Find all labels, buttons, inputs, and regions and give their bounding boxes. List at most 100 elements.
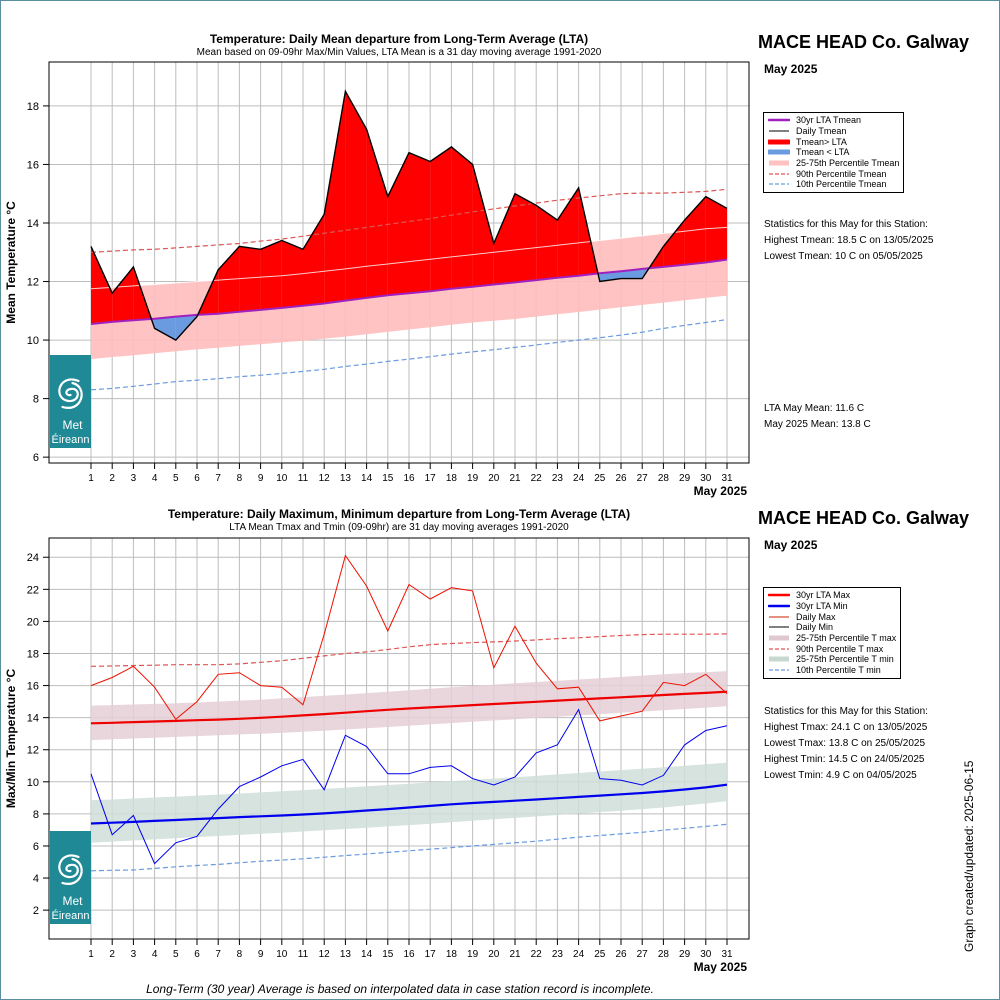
anomaly-above-lta	[684, 196, 706, 265]
x-tick-label: 30	[700, 473, 712, 484]
x-tick-label: 21	[509, 473, 521, 484]
anomaly-above-lta	[409, 152, 431, 294]
legend-item: 25-75th Percentile Tmean	[768, 158, 899, 169]
legend-label: Daily Max	[796, 611, 836, 622]
x-tick-label: 23	[552, 473, 564, 484]
anomaly-above-lta	[705, 196, 727, 263]
x-tick-label: 21	[509, 949, 521, 960]
legend-label: Daily Min	[796, 622, 834, 633]
anomaly-above-lta	[324, 91, 346, 304]
legend-swatch	[769, 130, 789, 132]
anomaly-above-lta	[536, 205, 558, 281]
station-name-top: MACE HEAD Co. Galway	[758, 32, 970, 52]
legend-item: 25-75th Percentile T max	[768, 633, 896, 644]
x-tick-label: 15	[382, 949, 394, 960]
swirl-icon	[61, 857, 83, 885]
x-tick-label: 26	[615, 473, 627, 484]
x-tick-label: 4	[152, 473, 158, 484]
x-tick-label: 30	[700, 949, 712, 960]
legend-item: Tmean < LTA	[768, 147, 899, 158]
legend-swatch	[769, 669, 789, 671]
x-tick-label: 9	[258, 949, 264, 960]
anomaly-above-lta	[430, 146, 452, 292]
footnote: Long-Term (30 year) Average is based on …	[146, 982, 654, 996]
legend-label: Tmean> LTA	[796, 136, 847, 147]
percentile-10-tmin-line	[90, 823, 728, 872]
legend-label: 10th Percentile Tmean	[796, 179, 887, 190]
logo-text: Éireann	[52, 433, 90, 446]
percentile-75-line	[90, 226, 728, 290]
x-tick-label: 2	[109, 949, 115, 960]
stats-lowest-tmax: Lowest Tmax: 13.8 C on 25/05/2025	[764, 738, 926, 749]
logo-text: Met	[62, 418, 83, 432]
x-tick-label: 6	[194, 949, 200, 960]
x-tick-label: 12	[319, 473, 331, 484]
legend-item: 25-75th Percentile T min	[768, 654, 896, 665]
x-tick-label: 11	[298, 949, 309, 960]
stats-means: LTA May Mean: 11.6 C May 2025 Mean: 13.8…	[764, 401, 871, 433]
anomaly-above-lta	[557, 187, 579, 278]
month-label-bottom: May 2025	[764, 538, 818, 552]
legend-label: 10th Percentile T min	[796, 665, 881, 676]
updated-label: Graph created/updated: 2025-06-15	[962, 760, 976, 952]
anomaly-above-lta	[515, 193, 537, 283]
legend-item: 90th Percentile T max	[768, 643, 896, 654]
chart-title: Temperature: Daily Maximum, Minimum depa…	[168, 507, 630, 521]
legend-label: 30yr LTA Tmean	[796, 115, 862, 126]
lta-min-line	[90, 783, 728, 825]
stats-bottom: Statistics for this May for this Station…	[764, 704, 928, 784]
stats-top: Statistics for this May for this Station…	[764, 217, 933, 265]
x-tick-label: 31	[721, 949, 733, 960]
legend-item: 30yr LTA Tmean	[768, 115, 899, 126]
legend-item: Tmean> LTA	[768, 136, 899, 147]
x-tick-label: 27	[637, 949, 649, 960]
x-tick-label: 12	[319, 949, 331, 960]
legend-swatch	[769, 183, 789, 186]
anomaly-above-lta	[239, 246, 261, 312]
anomaly-above-lta	[303, 214, 325, 306]
stats-highest-tmax: Highest Tmax: 24.1 C on 13/05/2025	[764, 722, 928, 733]
y-tick-label: 4	[33, 873, 39, 885]
x-tick-label: 2	[109, 473, 115, 484]
y-tick-label: 14	[27, 713, 39, 725]
stats-highest-tmean: Highest Tmean: 18.5 C on 13/05/2025	[764, 235, 934, 246]
x-tick-label: 19	[467, 473, 479, 484]
station-name-bottom: MACE HEAD Co. Galway	[758, 508, 970, 528]
anomaly-above-lta	[387, 152, 409, 296]
y-tick-label: 24	[27, 552, 39, 564]
x-tick-label: 28	[658, 949, 670, 960]
legend-item: Daily Min	[768, 622, 896, 633]
x-tick-label: 22	[531, 473, 543, 484]
logo-text: Met	[62, 894, 83, 908]
x-tick-label: 17	[425, 473, 437, 484]
legend-swatch	[768, 604, 790, 608]
y-tick-label: 16	[27, 159, 39, 171]
x-tick-label: 1	[88, 949, 94, 960]
legend-swatch	[768, 149, 790, 155]
x-tick-label: 23	[552, 949, 564, 960]
y-tick-label: 18	[27, 648, 39, 660]
stats-lowest-tmean: Lowest Tmean: 10 C on 05/05/2025	[764, 251, 923, 262]
x-tick-label: 22	[531, 949, 543, 960]
percentile-band-tmin	[91, 762, 727, 843]
anomaly-above-lta	[345, 91, 367, 301]
anomaly-above-lta	[493, 193, 515, 285]
legend-swatch	[769, 160, 789, 166]
x-tick-label: 25	[594, 949, 606, 960]
legend-item: Daily Tmean	[768, 126, 899, 137]
anomaly-above-lta	[91, 246, 113, 324]
stats-highest-tmin: Highest Tmin: 14.5 C on 24/05/2025	[764, 754, 925, 765]
legend-label: 30yr LTA Min	[796, 601, 848, 612]
x-tick-label: 10	[276, 949, 288, 960]
y-tick-label: 6	[33, 452, 39, 464]
legend-swatch	[769, 648, 789, 650]
daily-tmean-line	[90, 89, 728, 341]
legend-item: 90th Percentile Tmean	[768, 168, 899, 179]
y-tick-label: 16	[27, 681, 39, 693]
x-tick-label: 19	[467, 949, 479, 960]
x-axis-label: May 2025	[694, 484, 748, 498]
chart-subtitle: LTA Mean Tmax and Tmin (09-09hr) are 31 …	[229, 522, 569, 533]
x-tick-label: 5	[173, 949, 179, 960]
x-tick-label: 10	[276, 473, 288, 484]
